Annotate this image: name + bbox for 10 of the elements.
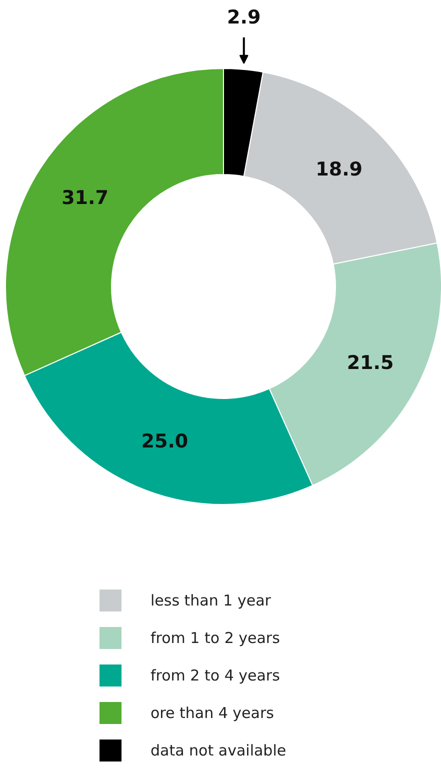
- data-label: 31.7: [62, 186, 108, 209]
- legend-label: data not available: [150, 742, 286, 760]
- legend-label: from 2 to 4 years: [150, 666, 280, 684]
- data-label: 18.9: [316, 158, 363, 181]
- data-label: 2.9: [227, 6, 261, 28]
- data-label: 25.0: [141, 430, 188, 453]
- data-label: 21.5: [346, 352, 394, 374]
- legend-label: from 1 to 2 years: [150, 629, 280, 647]
- legend-label: less than 1 year: [150, 592, 272, 610]
- legend-label: ore than 4 years: [150, 704, 274, 722]
